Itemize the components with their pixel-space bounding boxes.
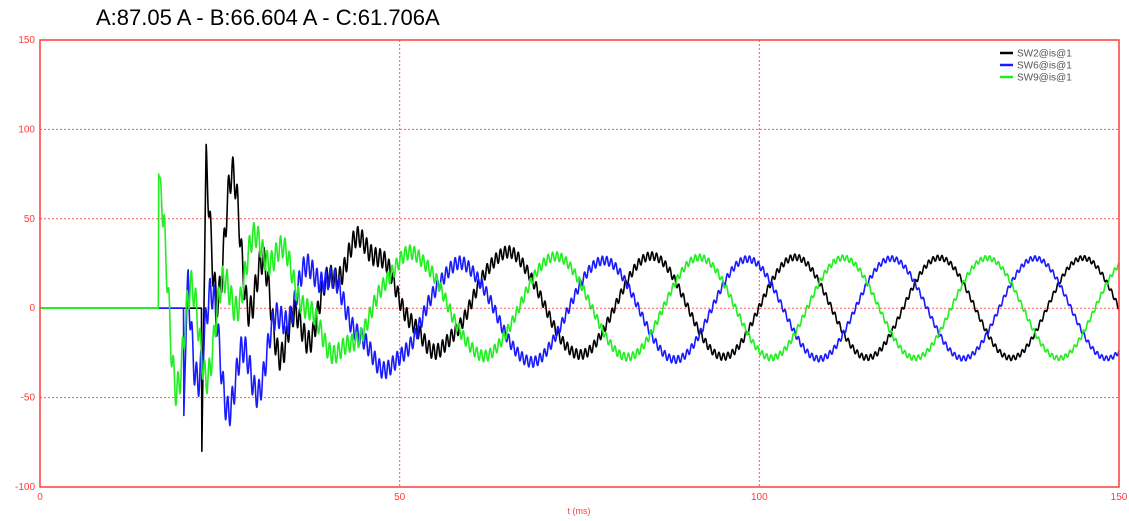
x-tick-label: 50 [394,492,406,503]
x-axis-label: t (ms) [568,506,591,516]
y-tick-label: 0 [29,303,35,314]
legend-label: SW9@is@1 [1017,73,1072,84]
series-layer [39,143,1120,453]
x-tick-label: 150 [1111,492,1128,503]
y-tick-label: 150 [18,35,35,46]
chart-title: A:87.05 A - B:66.604 A - C:61.706A [96,5,440,30]
x-tick-label: 100 [751,492,768,503]
y-tick-label: 50 [24,214,36,225]
x-tick-label: 0 [37,492,43,503]
y-tick-label: 100 [18,124,35,135]
series-line-SW2@is@1 [39,143,1120,453]
y-tick-label: -50 [21,393,36,404]
grid [40,40,1119,487]
legend-label: SW2@is@1 [1017,49,1072,60]
legend-label: SW6@is@1 [1017,61,1072,72]
series-line-SW9@is@1 [39,173,1120,407]
y-tick-label: -100 [15,482,35,493]
axis-ticks: 0 50 100 150 -100 -50 0 50 100 150 [15,35,1128,503]
plot-frame [39,39,1120,488]
